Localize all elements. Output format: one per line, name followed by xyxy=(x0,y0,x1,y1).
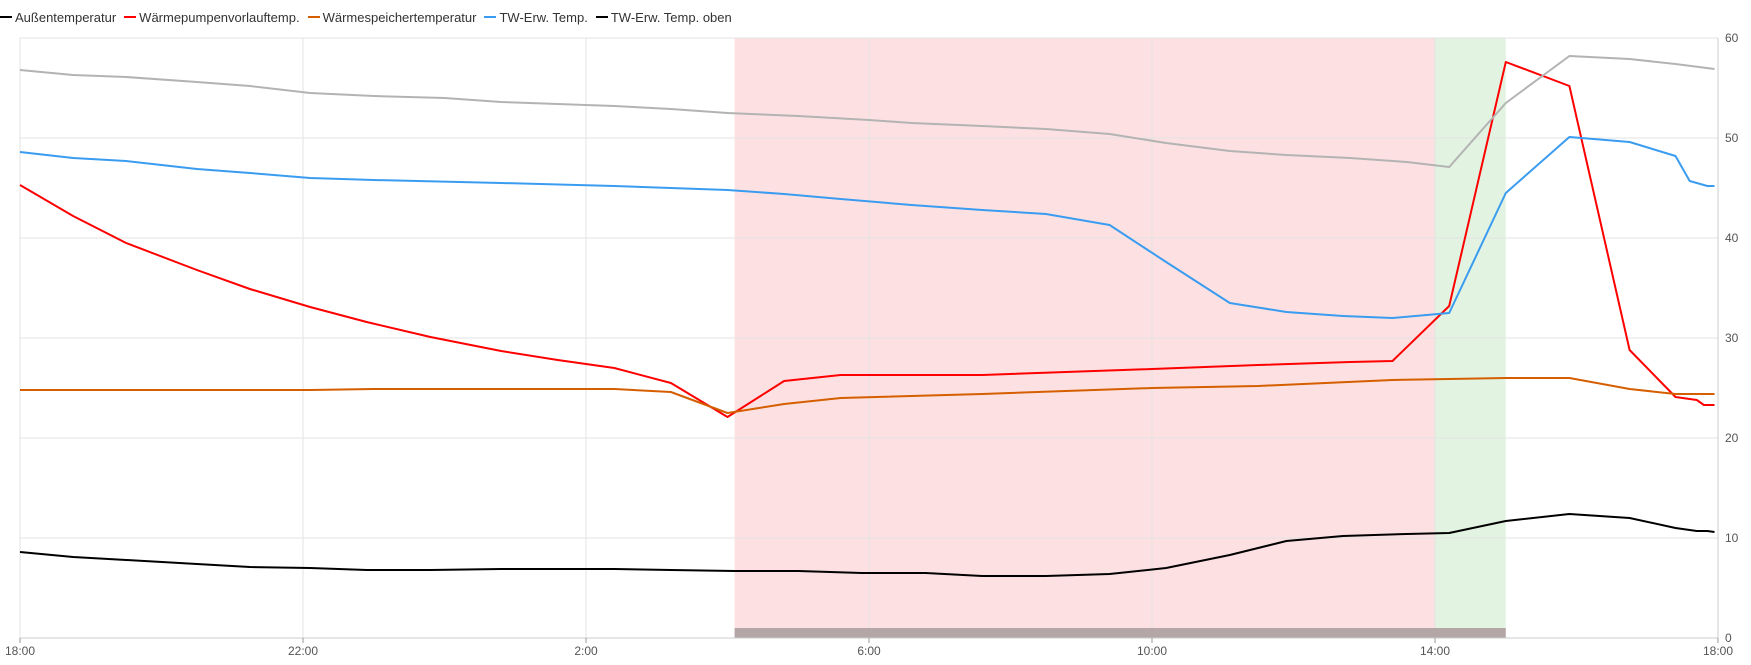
legend-item[interactable]: Wärmespeichertemperatur xyxy=(307,9,477,25)
legend-label: Außentemperatur xyxy=(15,9,117,25)
series-line-0 xyxy=(19,513,1715,577)
bottom-indicator-bar xyxy=(734,628,1506,638)
y-tick-label: 20 xyxy=(1725,431,1739,445)
legend-swatch xyxy=(307,16,320,18)
series-line-4 xyxy=(19,55,1715,168)
y-tick-label: 0 xyxy=(1725,631,1732,645)
legend-item[interactable]: TW-Erw. Temp. oben xyxy=(595,9,732,25)
x-tick-label: 14:00 xyxy=(1420,644,1450,658)
y-tick-label: 10 xyxy=(1725,531,1739,545)
y-tick-label: 30 xyxy=(1725,331,1739,345)
legend-swatch xyxy=(124,16,137,18)
y-tick-label: 50 xyxy=(1725,131,1739,145)
x-tick-label: 22:00 xyxy=(288,644,318,658)
series-line-2 xyxy=(20,377,1715,414)
legend-item[interactable]: Außentemperatur xyxy=(0,10,116,25)
x-tick-label: 18:00 xyxy=(5,644,35,658)
legend-swatch xyxy=(595,16,608,18)
series-line-3 xyxy=(19,136,1715,319)
x-tick-label: 10:00 xyxy=(1137,644,1167,658)
legend-label: Wärmespeichertemperatur xyxy=(322,9,477,25)
legend-label: Wärmepumpenvorlauftemp. xyxy=(139,9,300,25)
legend-swatch xyxy=(0,16,12,18)
x-tick-label: 6:00 xyxy=(857,644,881,658)
chart-legend: Außentemperatur Wärmepumpenvorlauftemp. Wä… xyxy=(0,6,740,28)
legend-label: TW-Erw. Temp. xyxy=(499,9,588,25)
legend-label: TW-Erw. Temp. oben xyxy=(610,9,732,25)
x-tick-label: 2:00 xyxy=(574,644,598,658)
legend-swatch xyxy=(484,16,497,18)
series-line-1 xyxy=(19,61,1715,418)
y-tick-label: 60 xyxy=(1725,31,1739,45)
legend-item[interactable]: TW-Erw. Temp. xyxy=(484,9,588,25)
x-tick-label: 18:00 xyxy=(1703,644,1733,658)
legend-item[interactable]: Wärmepumpenvorlauftemp. xyxy=(124,9,300,25)
y-tick-label: 40 xyxy=(1725,231,1739,245)
